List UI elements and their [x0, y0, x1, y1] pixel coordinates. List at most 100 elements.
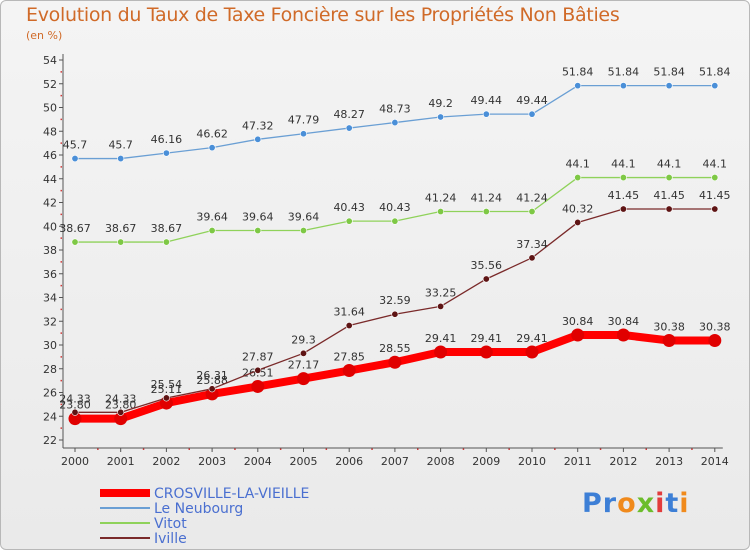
data-point: [71, 238, 79, 246]
data-point: [662, 333, 676, 347]
y-tick-label: 52: [43, 78, 57, 91]
data-label: 35.56: [471, 259, 503, 272]
x-minor-tick: [645, 448, 647, 450]
data-point: [114, 412, 128, 426]
y-minor-tick: [60, 308, 62, 311]
chart-subtitle: (en %): [26, 29, 63, 42]
x-minor-tick: [691, 448, 693, 450]
logo-letter: r: [602, 488, 618, 519]
data-label: 49.44: [471, 94, 503, 107]
data-point: [208, 144, 216, 152]
x-minor-tick: [508, 448, 510, 450]
x-minor-tick: [142, 448, 145, 450]
y-minor-tick: [60, 142, 62, 144]
x-tick-label: 2000: [61, 455, 89, 468]
data-label: 49.2: [428, 97, 453, 110]
data-label: 23.80: [105, 399, 137, 412]
data-point: [437, 302, 445, 310]
data-label: 28.55: [379, 342, 411, 355]
y-minor-tick: [60, 166, 62, 168]
data-label: 40.32: [562, 202, 594, 215]
data-label: 44.1: [565, 158, 590, 171]
proxiti-logo: Proxiti: [582, 488, 690, 519]
data-label: 44.1: [657, 158, 682, 171]
data-label: 44.1: [611, 158, 636, 171]
data-point: [528, 254, 536, 262]
y-minor-tick: [60, 379, 62, 382]
data-label: 31.64: [333, 306, 365, 319]
x-tick-label: 2007: [381, 455, 409, 468]
legend-item: CROSVILLE-LA-VIEILLE: [100, 486, 309, 502]
series-group: 45.7 45.7 46.16 46.62 47.32 47.79 48.27 48.73 49…: [63, 66, 731, 163]
data-label: 23.80: [59, 399, 91, 412]
data-label: 40.43: [333, 201, 365, 214]
x-minor-tick: [97, 448, 99, 450]
data-label: 48.73: [379, 103, 411, 116]
data-point: [162, 238, 170, 246]
data-point: [574, 82, 582, 90]
x-tick-label: 2014: [701, 455, 729, 468]
x-minor-tick: [371, 448, 373, 450]
data-label: 29.3: [291, 333, 316, 346]
x-tick-label: 2008: [427, 455, 455, 468]
data-label: 25.88: [196, 374, 228, 387]
y-minor-tick: [60, 356, 62, 358]
data-label: 39.64: [242, 211, 274, 224]
data-label: 51.84: [562, 66, 594, 79]
data-point: [482, 275, 490, 283]
data-label: 51.84: [699, 66, 731, 79]
series-layer: 23.8023.8025.1125.8826.5127.1727.8528.55…: [59, 66, 731, 426]
data-point: [619, 82, 627, 90]
data-label: 30.38: [653, 320, 685, 333]
data-label: 29.41: [516, 332, 548, 345]
data-label: 32.59: [379, 294, 411, 307]
y-tick-label: 40: [43, 220, 57, 233]
data-point: [665, 205, 673, 213]
data-label: 41.45: [608, 189, 640, 202]
y-minor-tick: [60, 71, 62, 73]
data-point: [571, 328, 585, 342]
data-point: [68, 412, 82, 426]
data-label: 40.43: [379, 201, 411, 214]
data-point: [574, 218, 582, 226]
data-label: 29.41: [471, 332, 503, 345]
data-label: 24.33: [105, 392, 137, 405]
y-minor-tick: [60, 213, 62, 216]
y-tick-label: 34: [43, 292, 57, 305]
data-point: [528, 110, 536, 118]
series-group: 24.33 24.33 25.54 26.31 27.87 29.3 31.64 32.59 3…: [59, 189, 731, 416]
data-label: 41.45: [699, 189, 731, 202]
y-tick-label: 22: [43, 434, 57, 447]
data-point: [479, 345, 493, 359]
data-point: [162, 149, 170, 157]
series-group: 38.67 38.67 38.67 39.64 39.64 39.64 40.43 40.43…: [59, 158, 727, 246]
data-label: 29.41: [425, 332, 457, 345]
data-point: [434, 345, 448, 359]
data-label: 39.64: [196, 211, 228, 224]
data-point: [117, 408, 125, 416]
data-label: 46.62: [196, 128, 228, 141]
data-point: [574, 174, 582, 182]
data-point: [208, 227, 216, 235]
x-minor-tick: [599, 448, 602, 450]
data-label: 49.44: [516, 94, 548, 107]
data-point: [299, 349, 307, 357]
data-label: 41.24: [425, 192, 457, 205]
data-point: [482, 208, 490, 216]
x-tick-label: 2006: [335, 455, 363, 468]
data-label: 25.54: [151, 378, 183, 391]
y-tick-label: 42: [43, 197, 57, 210]
data-point: [299, 130, 307, 138]
data-label: 25.11: [151, 383, 183, 396]
data-point: [525, 345, 539, 359]
data-label: 41.24: [471, 192, 503, 205]
y-minor-tick: [60, 189, 62, 192]
y-tick-label: 36: [43, 268, 57, 281]
x-tick-label: 2005: [290, 455, 318, 468]
data-point: [117, 238, 125, 246]
chart-title: Evolution du Taux de Taxe Foncière sur l…: [26, 4, 620, 26]
data-label: 24.33: [59, 392, 91, 405]
y-tick-label: 50: [43, 102, 57, 115]
y-minor-tick: [60, 284, 62, 287]
data-label: 26.31: [196, 369, 228, 382]
